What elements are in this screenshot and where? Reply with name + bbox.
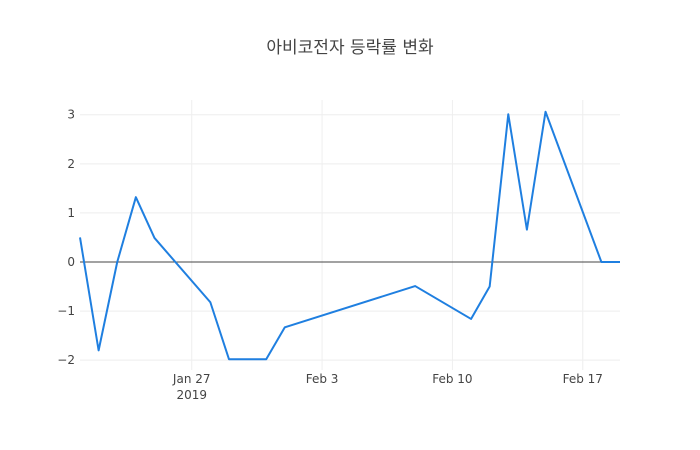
x-tick-label: Jan 27 — [172, 372, 211, 386]
data-point — [98, 349, 100, 351]
x-tick-label: Feb 10 — [432, 372, 472, 386]
chart-title: 아비코전자 등락률 변화 — [266, 38, 434, 58]
y-tick-label: 1 — [67, 206, 75, 220]
data-point — [545, 111, 547, 113]
data-point — [153, 237, 155, 239]
y-tick-label: 3 — [67, 108, 75, 122]
y-tick-label: 0 — [67, 255, 75, 269]
x-tick-label: Feb 17 — [563, 372, 603, 386]
data-point — [414, 285, 416, 287]
data-point — [470, 318, 472, 320]
data-point — [600, 261, 602, 263]
data-point — [265, 358, 267, 360]
data-point — [116, 261, 118, 263]
data-point — [79, 236, 81, 238]
data-point — [284, 326, 286, 328]
x-tick-sublabel: 2019 — [176, 388, 207, 402]
x-tick-label: Feb 3 — [306, 372, 339, 386]
data-point — [489, 286, 491, 288]
y-axis-ticks: 3 2 1 0 −1 −2 — [57, 108, 75, 367]
data-point — [526, 229, 528, 231]
data-point — [507, 113, 509, 115]
data-point — [135, 196, 137, 198]
series-layer — [79, 110, 621, 361]
x-axis-ticks: Jan 27 2019 Feb 3 Feb 10 Feb 17 — [172, 372, 603, 402]
series-line — [79, 110, 620, 361]
data-point — [619, 261, 621, 263]
y-tick-label: −1 — [57, 304, 75, 318]
data-point — [209, 301, 211, 303]
y-tick-label: −2 — [57, 353, 75, 367]
data-point — [247, 358, 249, 360]
data-point — [228, 358, 230, 360]
grid-layer — [80, 100, 620, 370]
y-tick-label: 2 — [67, 157, 75, 171]
